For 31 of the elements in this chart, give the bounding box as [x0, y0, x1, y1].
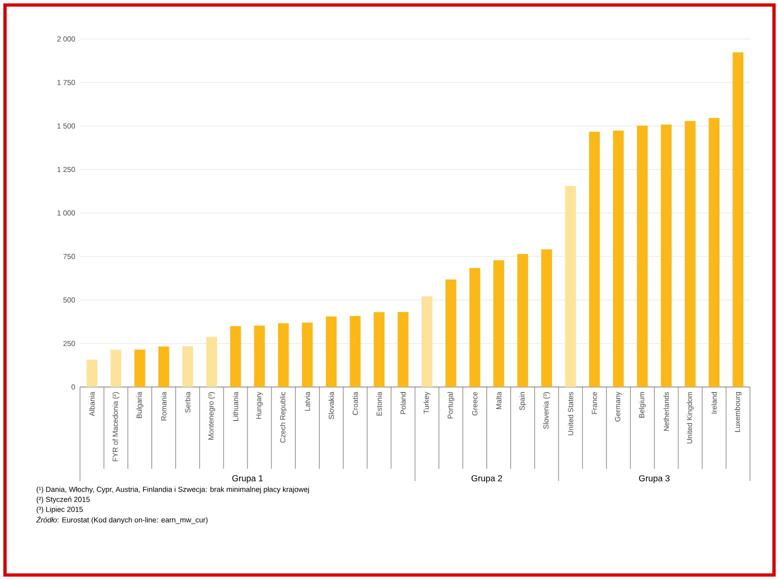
bar [708, 118, 720, 387]
bar [302, 322, 313, 387]
bar [422, 296, 432, 387]
text: Grupa 3 [639, 475, 670, 484]
text: Grupa 2 [472, 475, 502, 484]
bar [374, 312, 384, 387]
text: Grupa 1 [232, 475, 263, 484]
bar [230, 326, 241, 387]
bar [732, 52, 744, 387]
bar [206, 336, 217, 387]
bar [134, 350, 146, 387]
bar [398, 312, 408, 387]
bar [589, 132, 600, 387]
bar [278, 323, 289, 387]
bar [636, 126, 648, 387]
bar [446, 279, 456, 387]
bar [469, 268, 480, 387]
bar [541, 249, 552, 387]
bar [182, 346, 194, 387]
bar [86, 360, 98, 387]
bar [326, 316, 337, 387]
bar [350, 316, 361, 387]
bar [517, 254, 528, 387]
bar [565, 186, 576, 387]
bar [254, 326, 265, 387]
bar [493, 260, 504, 387]
bar [660, 124, 672, 387]
bar [158, 346, 170, 387]
bar [684, 120, 696, 387]
bar [613, 130, 624, 387]
bar [110, 350, 122, 387]
